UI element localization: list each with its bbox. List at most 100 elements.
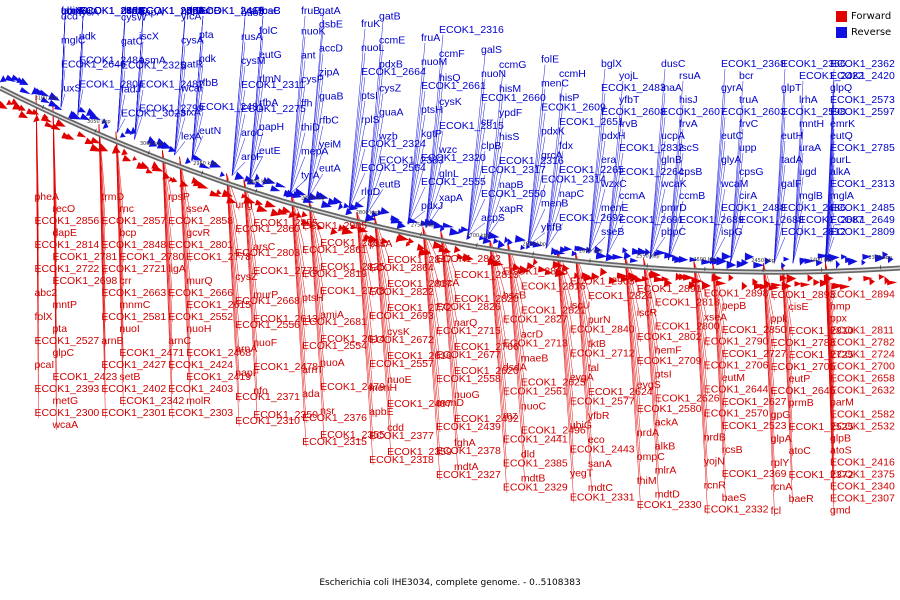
- forward-gene-label: mnmC: [119, 299, 150, 311]
- reverse-gene-label: frvA: [679, 118, 698, 130]
- reverse-gene-label: eutB: [379, 178, 401, 190]
- reverse-gene-label: rlmN: [259, 73, 281, 85]
- forward-gene-label: ECOK1_2790: [704, 335, 769, 347]
- fwd-gene-arrow: [675, 272, 682, 281]
- reverse-gene-label: lexA: [181, 130, 201, 142]
- forward-connector: [52, 103, 57, 431]
- forward-connector: [115, 131, 124, 407]
- forward-gene-label: sanA: [588, 458, 612, 470]
- forward-connector: [643, 258, 660, 404]
- fwd-gene-arrow: [779, 274, 787, 282]
- scale-tick-label: 2400 kbp: [810, 258, 834, 264]
- forward-gene-label: metG: [52, 395, 78, 407]
- reverse-connector: [711, 212, 726, 263]
- rev-gene-arrow: [744, 252, 754, 261]
- reverse-gene-label: ECOK1_2812: [781, 226, 846, 238]
- scale-tick-label: 2600 kbp: [579, 249, 603, 255]
- fwd-gene-arrow: [554, 268, 567, 278]
- forward-gene-label: ECOK1_2816: [521, 281, 586, 293]
- reverse-gene-label: emrK: [830, 118, 855, 130]
- reverse-connector: [425, 58, 444, 228]
- reverse-connector: [711, 68, 726, 263]
- rev-gene-arrow: [497, 239, 505, 249]
- reverse-gene-label: fabB: [199, 5, 221, 17]
- forward-gene-label: parM: [830, 397, 854, 409]
- forward-connector: [507, 242, 526, 460]
- fwd-gene-arrow: [661, 276, 670, 282]
- fwd-gene-arrow: [76, 131, 87, 138]
- forward-connector: [291, 194, 307, 231]
- reverse-gene-label: frvB: [619, 118, 638, 130]
- reverse-gene-label: bglX: [601, 58, 622, 70]
- reverse-connector: [649, 92, 666, 259]
- reverse-connector: [231, 66, 246, 176]
- reverse-gene-label: ECOK1_2595: [79, 5, 144, 17]
- forward-gene-label: ECOK1_2813: [454, 269, 519, 281]
- rev-gene-arrow: [270, 185, 281, 192]
- rev-gene-arrow: [161, 141, 172, 149]
- forward-gene-label: ECOK1_2558: [436, 373, 501, 385]
- rev-gene-arrow: [78, 106, 87, 113]
- forward-gene-label: ECOK1_2468: [186, 347, 251, 359]
- reverse-gene-label: napC: [559, 188, 585, 200]
- reverse-connector: [191, 111, 204, 162]
- forward-gene-label: ECOK1_2614: [320, 333, 385, 345]
- forward-connector: [763, 263, 775, 301]
- fwd-gene-arrow: [526, 262, 536, 270]
- forward-connector: [489, 239, 508, 325]
- rev-gene-arrow: [19, 87, 31, 95]
- reverse-connector: [649, 236, 666, 259]
- reverse-gene-label: ECOK1_2311: [241, 79, 305, 91]
- forward-gene-label: arnB: [101, 335, 123, 347]
- legend-reverse: Reverse: [836, 24, 898, 40]
- fwd-gene-arrow: [771, 282, 783, 288]
- reverse-gene-label: xapA: [439, 192, 463, 204]
- fwd-gene-arrow: [197, 181, 209, 189]
- reverse-connector: [174, 141, 186, 156]
- rev-gene-arrow: [275, 181, 287, 188]
- reverse-gene-label: ECOK1_2593: [139, 5, 204, 17]
- rev-gene-arrow: [861, 259, 866, 266]
- reverse-gene-label: ECOK1_2325: [121, 60, 186, 72]
- reverse-gene-label: ECOK1_2463: [199, 5, 264, 17]
- rev-gene-arrow: [482, 236, 492, 244]
- reverse-gene-label: eutA: [319, 163, 341, 175]
- scale-tick-label: 2450 kbp: [751, 258, 775, 264]
- legend-forward: Forward: [836, 8, 898, 24]
- forward-gene-label: ECOK1_2385: [503, 458, 568, 470]
- forward-connector: [575, 251, 593, 373]
- fwd-gene-arrow: [683, 274, 695, 281]
- reverse-gene-label: glnB: [661, 154, 682, 166]
- fwd-gene-arrow: [848, 276, 853, 282]
- reverse-gene-label: upp: [739, 142, 757, 154]
- reverse-connector: [649, 164, 666, 259]
- forward-gene-label: ECOK1_2821: [521, 305, 586, 317]
- forward-connector: [422, 227, 441, 337]
- forward-gene-label: ECOK1_2860: [235, 223, 300, 235]
- reverse-connector: [730, 80, 744, 263]
- forward-gene-label: ECOK1_2781: [52, 251, 117, 263]
- fwd-gene-arrow: [368, 234, 379, 243]
- forward-gene-label: molR: [186, 395, 211, 407]
- fwd-gene-arrow: [281, 206, 292, 214]
- reverse-gene-label: ECOK1_2485: [830, 202, 895, 214]
- forward-connector: [308, 199, 325, 296]
- rev-gene-arrow: [254, 173, 260, 182]
- forward-connector: [291, 194, 307, 375]
- rev-gene-arrow: [390, 216, 404, 224]
- reverse-connector: [730, 128, 744, 263]
- forward-connector: [712, 262, 726, 408]
- forward-connector: [162, 150, 173, 251]
- rev-gene-arrow: [19, 77, 29, 85]
- fwd-gene-arrow: [121, 148, 128, 156]
- reverse-connector: [307, 125, 324, 200]
- forward-connector: [422, 227, 441, 313]
- reverse-connector: [191, 87, 204, 162]
- fwd-gene-arrow: [759, 283, 770, 290]
- forward-gene-label: cdd: [387, 422, 404, 434]
- reverse-connector: [730, 104, 744, 263]
- rev-gene-arrow: [40, 96, 50, 104]
- reverse-gene-label: yfbT: [619, 94, 640, 106]
- reverse-gene-label: kgtP: [421, 128, 442, 140]
- reverse-connector: [249, 59, 264, 182]
